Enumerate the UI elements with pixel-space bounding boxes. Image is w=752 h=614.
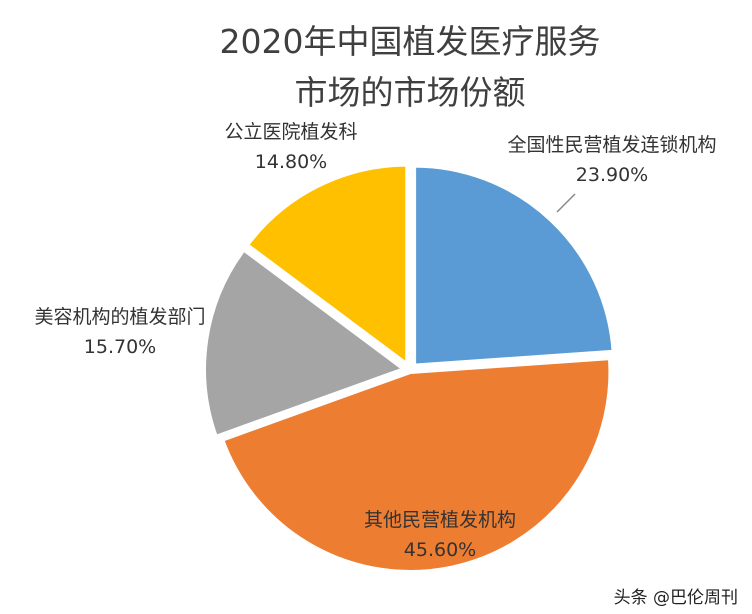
slice-value-other-private: 45.60% (404, 539, 476, 561)
chart-title-line-2: 市场的市场份额 (295, 73, 526, 112)
pie-slice-beauty-dept (202, 247, 407, 439)
slice-value-beauty-dept: 15.70% (84, 336, 156, 358)
label-leader-line (556, 193, 576, 213)
data-label-other-private: 其他民营植发机构 45.60% (364, 509, 516, 561)
slice-label-other-private: 其他民营植发机构 (364, 509, 516, 531)
slice-label-beauty-dept: 美容机构的植发部门 (34, 306, 205, 328)
pie-slice-public-hospital (244, 162, 410, 367)
chart-title: 2020年中国植发医疗服务 市场的市场份额 (220, 22, 601, 112)
pie-slice-other-private (220, 356, 613, 574)
pie-slice-national-chain (412, 163, 616, 368)
watermark: 头条 @巴伦周刊 (613, 588, 738, 608)
slice-value-public-hospital: 14.80% (255, 151, 327, 173)
chart-title-line-1: 2020年中国植发医疗服务 (220, 22, 601, 61)
data-label-public-hospital: 公立医院植发科 14.80% (224, 121, 357, 173)
slice-label-public-hospital: 公立医院植发科 (224, 121, 357, 143)
data-label-national-chain: 全国性民营植发连锁机构 23.90% (507, 134, 716, 186)
slice-label-national-chain: 全国性民营植发连锁机构 (507, 134, 716, 156)
pie-labels: 全国性民营植发连锁机构 23.90% 其他民营植发机构 45.60% 美容机构的植发部门… (34, 121, 716, 561)
data-label-beauty-dept: 美容机构的植发部门 15.70% (34, 306, 205, 358)
pie-slices (202, 162, 616, 574)
slice-value-national-chain: 23.90% (576, 164, 648, 186)
